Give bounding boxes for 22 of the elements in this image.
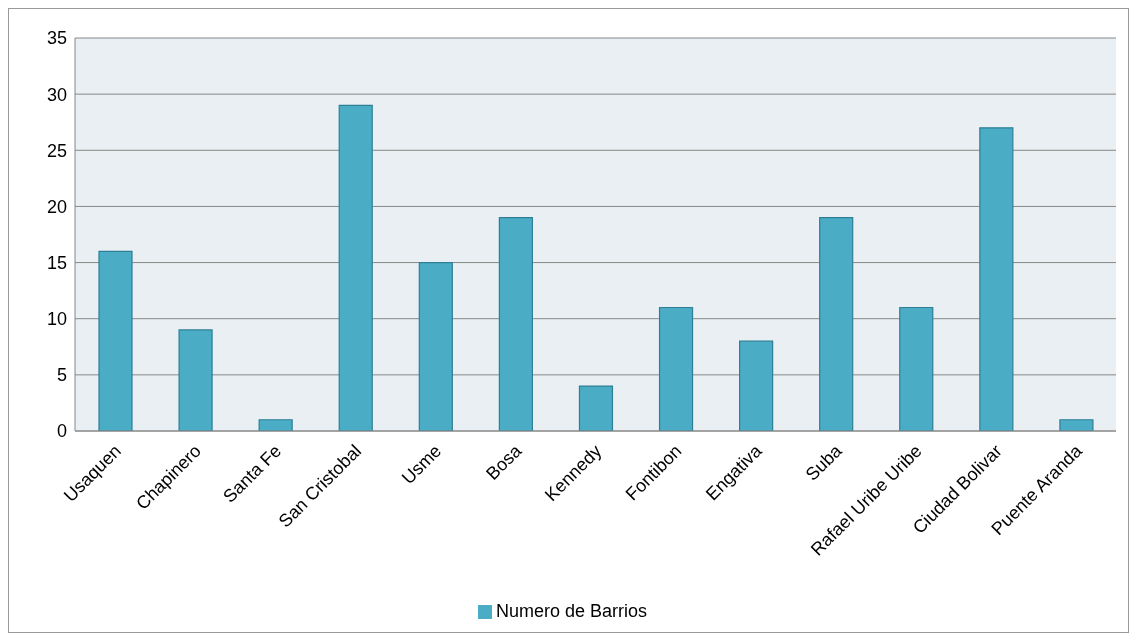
bar: [418, 261, 453, 431]
bar: [658, 306, 694, 431]
y-tick-label: 5: [56, 365, 67, 386]
bar: [899, 306, 934, 431]
y-tick-label: 20: [46, 196, 67, 217]
bar: [739, 340, 774, 431]
y-tick-label: 15: [46, 252, 67, 273]
bar: [498, 217, 533, 431]
bar: [578, 385, 614, 431]
bar: [258, 419, 293, 431]
bar: [979, 127, 1014, 431]
bar: [1059, 419, 1094, 431]
bar: [819, 217, 854, 431]
y-tick-label: 0: [56, 421, 67, 442]
y-tick-label: 30: [46, 84, 67, 105]
y-tick-label: 25: [46, 140, 67, 161]
bar: [338, 104, 373, 431]
y-tick-label: 35: [46, 28, 67, 49]
y-tick-label: 10: [46, 309, 67, 330]
bar: [98, 250, 133, 431]
bar: [178, 329, 213, 431]
legend-label: Numero de Barrios: [495, 601, 648, 621]
